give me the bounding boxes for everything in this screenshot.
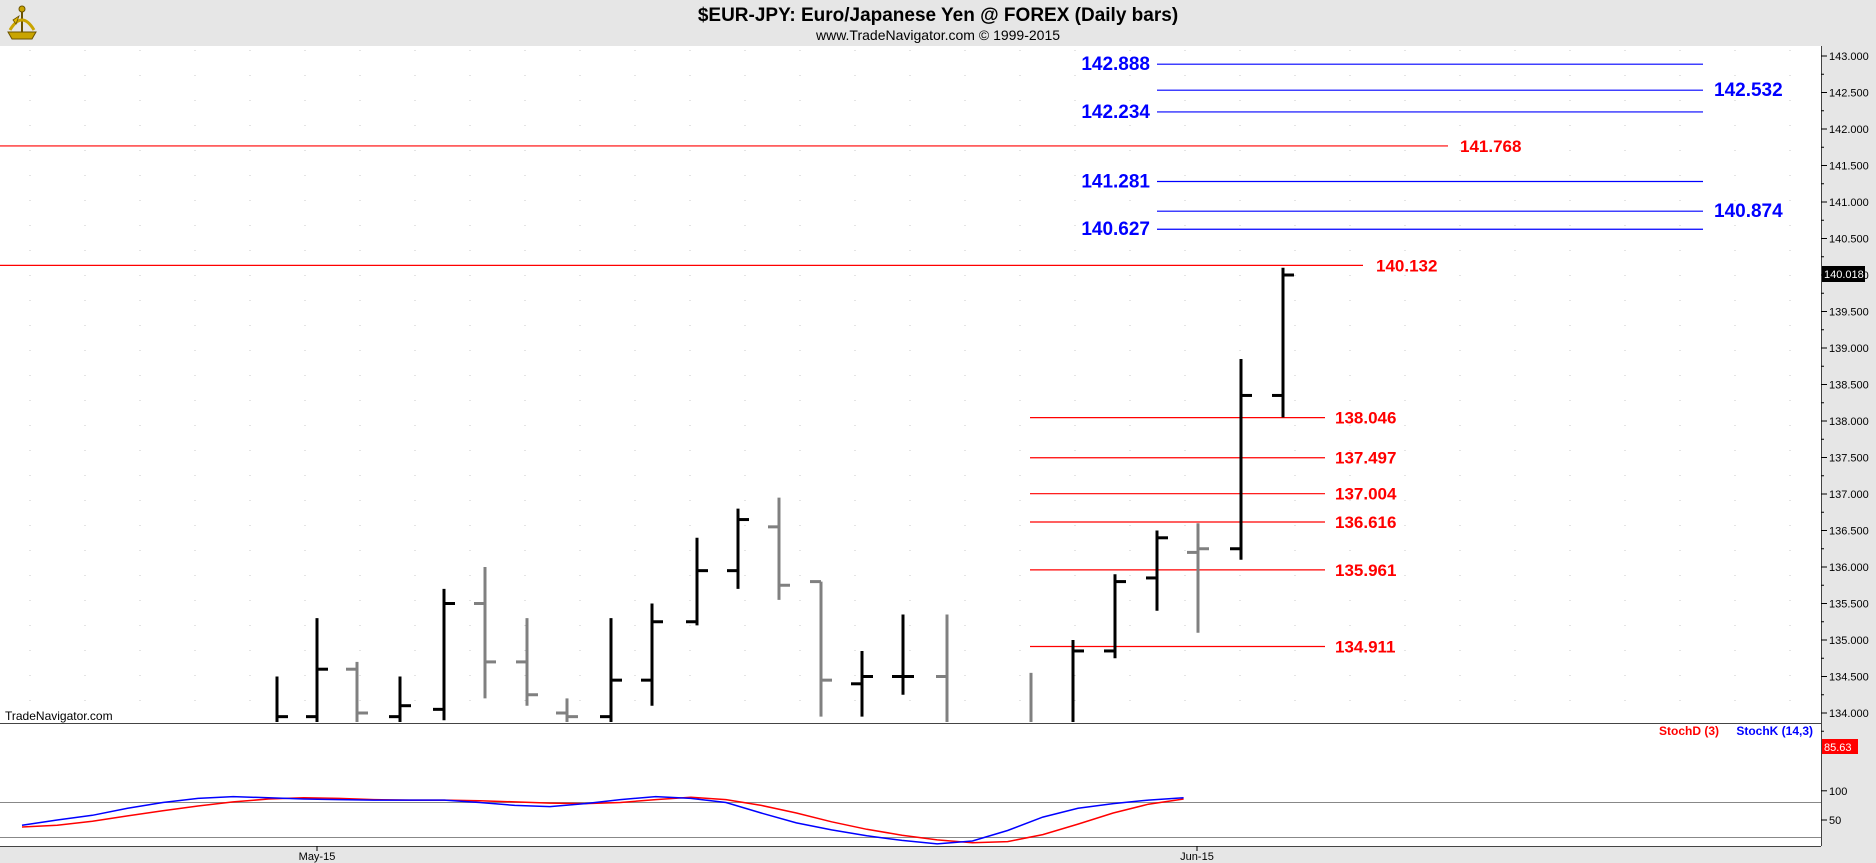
level-label: 140.874: [1714, 201, 1783, 222]
x-axis-tick-label: Jun-15: [1180, 851, 1214, 863]
sextant-logo-icon: [7, 5, 37, 40]
level-label: 141.768: [1460, 137, 1521, 156]
y-axis-tick-label: 139.500: [1829, 307, 1869, 319]
stochd-legend: StochD (3): [1659, 724, 1719, 738]
y-axis-tick-label: 137.500: [1829, 453, 1869, 465]
y-axis-tick-label: 141.000: [1829, 197, 1869, 209]
y-axis-tick-label: 142.000: [1829, 124, 1869, 136]
level-label: 137.497: [1335, 449, 1396, 468]
chart-subtitle: www.TradeNavigator.com © 1999-2015: [815, 27, 1060, 43]
bars-layer: [275, 267, 1294, 722]
stoch-last-value-tag: 85.63: [1822, 739, 1858, 754]
watermark: TradeNavigator.com: [5, 709, 113, 723]
y-axis-tick-label: 137.000: [1829, 489, 1869, 501]
axis-layer: 143.000 142.500 142.000 141.500 141.000 140.5…: [299, 51, 1869, 863]
last-price-tag: 140.018: [1822, 266, 1865, 282]
stoch-series-line: [21, 795, 1184, 845]
svg-text:140.018: 140.018: [1824, 269, 1864, 281]
stoch-axis-tick-label: 100: [1829, 786, 1847, 798]
y-axis-tick-label: 136.000: [1829, 562, 1869, 574]
x-axis-tick-label: May-15: [299, 851, 336, 863]
chart-title: $EUR-JPY: Euro/Japanese Yen @ FOREX (Dai…: [698, 5, 1178, 26]
level-label: 142.234: [1081, 102, 1150, 123]
level-label: 142.888: [1081, 54, 1150, 75]
level-label: 136.616: [1335, 513, 1396, 532]
y-axis-tick-label: 138.500: [1829, 380, 1869, 392]
y-axis-tick-label: 139.000: [1829, 343, 1869, 355]
stochk-legend: StochK (14,3): [1736, 724, 1813, 738]
level-label: 141.281: [1081, 171, 1150, 192]
levels-layer: 142.888 142.532 142.234 141.768 141.281 140.8…: [0, 54, 1783, 656]
y-axis-tick-label: 143.000: [1829, 51, 1869, 63]
level-label: 137.004: [1335, 485, 1397, 504]
level-label: 135.961: [1335, 561, 1396, 580]
y-axis-tick-label: 141.500: [1829, 161, 1869, 173]
level-label: 140.627: [1081, 219, 1150, 240]
y-axis-tick-label: 138.000: [1829, 416, 1869, 428]
y-axis-tick-label: 136.500: [1829, 526, 1869, 538]
y-axis-tick-label: 135.500: [1829, 599, 1869, 611]
svg-text:85.63: 85.63: [1824, 742, 1852, 754]
level-label: 140.132: [1376, 256, 1437, 275]
level-label: 134.911: [1335, 637, 1396, 656]
stoch-series-line: [21, 796, 1184, 844]
y-axis-tick-label: 135.000: [1829, 635, 1869, 647]
y-axis-tick-label: 142.500: [1829, 88, 1869, 100]
stoch-axis-tick-label: 50: [1829, 815, 1841, 827]
y-axis-tick-label: 134.500: [1829, 672, 1869, 684]
y-axis-tick-label: 140.500: [1829, 234, 1869, 246]
stoch-plot-area: [0, 724, 1821, 846]
stoch-layer: [0, 795, 1821, 845]
y-axis-tick-label: 134.000: [1829, 708, 1869, 720]
level-label: 138.046: [1335, 409, 1396, 428]
level-label: 142.532: [1714, 80, 1783, 101]
main-plot-area: [0, 46, 1821, 723]
